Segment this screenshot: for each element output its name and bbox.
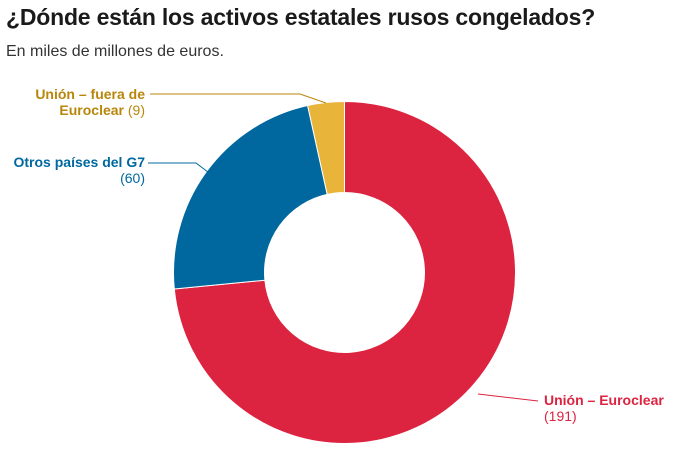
slice-label-union-euroclear: Unión – Euroclear (191) xyxy=(544,392,664,424)
leader-line-union-euroclear xyxy=(477,393,539,402)
slice-label-union-fuera-de-euroclear: Unión – fuera de Euroclear (9) xyxy=(35,86,145,118)
leader-line-union-fuera-de-euroclear xyxy=(150,93,327,104)
slice-label-otros-paises-del-g7: Otros países del G7 (60) xyxy=(14,154,146,186)
slice-otros-paises-del-g7 xyxy=(173,104,328,290)
leader-line-otros-paises-del-g7 xyxy=(148,162,226,186)
slice-union-euroclear xyxy=(173,100,516,444)
chart-subtitle: En miles de millones de euros. xyxy=(6,43,224,60)
chart-title: ¿Dónde están los activos estatales rusos… xyxy=(6,4,596,30)
slice-union-fuera-de-euroclear xyxy=(307,100,345,195)
